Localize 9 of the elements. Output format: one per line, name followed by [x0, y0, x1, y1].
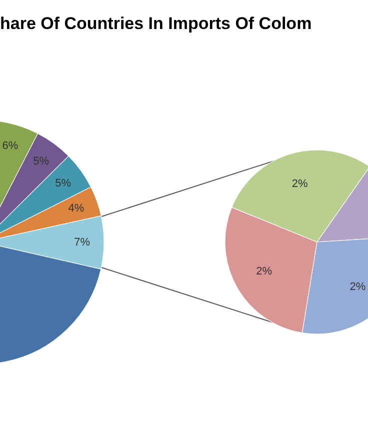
- data-label: 4%: [68, 202, 84, 214]
- data-label: 7%: [74, 236, 90, 248]
- data-label: 2%: [256, 266, 272, 278]
- text: hare Of Countries In Imports Of Colom: [0, 14, 312, 34]
- data-label: 6%: [2, 140, 18, 152]
- data-label: 5%: [55, 178, 72, 190]
- data-label: 5%: [33, 155, 50, 168]
- data-label: 2%: [292, 178, 308, 190]
- data-label: 2%: [350, 281, 366, 294]
